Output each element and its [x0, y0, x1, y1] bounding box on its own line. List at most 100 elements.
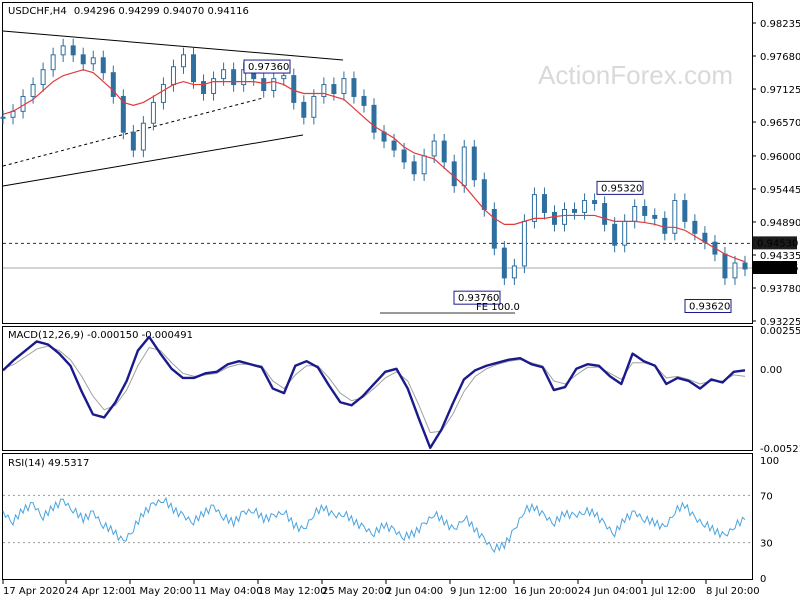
time-tick-label: 18 May 12:00	[258, 586, 327, 597]
price-candle	[521, 220, 527, 267]
price-tag-1	[753, 261, 797, 275]
price-candle	[431, 140, 437, 157]
price-candle	[562, 208, 568, 225]
price-candle	[30, 84, 36, 97]
price-candle	[411, 161, 417, 175]
price-candle	[120, 95, 126, 133]
price-candle	[672, 200, 678, 234]
price-candle	[662, 217, 668, 234]
price-candle	[150, 101, 156, 124]
price-candle	[531, 194, 537, 222]
rsi-title: RSI(14) 49.5317	[8, 458, 89, 469]
price-candle	[541, 194, 547, 213]
annotation-label: 0.95320	[601, 183, 642, 194]
time-tick-label: 25 May 20:00	[322, 586, 391, 597]
price-candle	[471, 146, 477, 181]
time-tick-label: 1 Jul 12:00	[642, 586, 696, 597]
price-panel	[2, 2, 753, 324]
price-candle	[682, 200, 688, 222]
rsi-layer	[2, 494, 752, 554]
price-candle	[401, 149, 407, 163]
price-candle	[642, 205, 648, 216]
price-candle	[461, 146, 467, 187]
price-tick-label: 0.94335	[760, 251, 800, 262]
price-candle	[100, 57, 106, 74]
macd-tick-label: 0.00	[760, 365, 782, 376]
price-candle	[60, 45, 66, 56]
price-candle	[281, 75, 287, 80]
price-candle	[140, 122, 146, 151]
price-candle	[321, 84, 327, 97]
price-candle	[421, 155, 427, 175]
price-candle	[70, 45, 76, 56]
price-candle	[170, 66, 176, 86]
price-tick-label: 0.93780	[760, 284, 800, 295]
rsi-tick-label: 70	[760, 491, 773, 502]
time-tick-label: 9 Jun 12:00	[450, 586, 507, 597]
time-tick-label: 24 Jun 04:00	[578, 586, 642, 597]
price-tick-label: 0.95445	[760, 185, 800, 196]
price-candle	[311, 95, 317, 118]
trendlines	[2, 30, 344, 187]
price-candle	[602, 203, 608, 225]
macd-panel	[2, 326, 753, 451]
price-candle	[451, 161, 457, 187]
label-layer: 0.97360 0.93760 0.95320 0.93620 FE 100.0 0.94…	[243, 59, 798, 314]
macd-layer	[2, 335, 746, 450]
price-candle	[501, 247, 507, 279]
time-tick-label: 1 May 20:00	[130, 586, 192, 597]
price-candle	[391, 140, 397, 151]
price-candle	[130, 131, 136, 151]
price-candle	[110, 72, 116, 97]
price-candle	[90, 57, 96, 65]
price-candle	[331, 84, 337, 94]
price-candle	[50, 54, 56, 71]
price-candle	[160, 84, 166, 103]
price-candle	[80, 54, 86, 65]
rsi-tick-label: 0	[760, 574, 766, 585]
price-candle	[211, 78, 217, 94]
annotation-label: 0.93620	[689, 302, 730, 313]
price-tick-label: 0.98235	[760, 19, 800, 30]
annotation-label: 0.93760	[458, 293, 499, 304]
price-candle	[301, 101, 307, 118]
price-candle	[201, 81, 207, 94]
price-candle	[341, 78, 347, 94]
time-tick-label: 11 May 04:00	[194, 586, 263, 597]
macd-line	[2, 335, 746, 450]
price-candle	[481, 179, 487, 210]
axis-layer: 0.98235 0.97680 0.97125 0.96570 0.96000 0.954…	[2, 19, 800, 597]
macd-tick-label: -0.005212	[760, 444, 800, 455]
rsi-tick-label: 30	[760, 539, 773, 550]
price-candle	[612, 223, 618, 246]
price-candle	[692, 220, 698, 234]
upper-trendline	[2, 30, 344, 61]
price-candle	[582, 200, 588, 213]
price-candle	[652, 214, 658, 219]
price-candle	[371, 104, 377, 133]
price-tag-label: 0.94116	[757, 263, 798, 274]
price-candle	[622, 220, 628, 246]
macd-signal-line	[2, 345, 746, 434]
price-candle	[221, 69, 227, 80]
price-tag-label: 0.94530	[757, 238, 798, 249]
time-tick-label: 2 Jun 04:00	[386, 586, 443, 597]
price-candle	[0, 116, 6, 119]
price-tick-label: 0.97680	[760, 52, 800, 63]
rsi-panel	[2, 453, 753, 580]
chart-title: USDCHF,H4 0.94296 0.94299 0.94070 0.9411…	[8, 6, 249, 17]
annotation-box-1	[453, 290, 501, 305]
price-candle	[351, 78, 357, 97]
price-layer	[0, 38, 752, 314]
price-candle	[592, 200, 598, 205]
time-tick-label: 17 Apr 2020	[3, 586, 65, 597]
price-candle	[361, 95, 367, 106]
price-tick-label: 0.97125	[760, 85, 800, 96]
price-candle	[722, 253, 728, 279]
macd-title: MACD(12,26,9) -0.000150 -0.000491	[8, 330, 193, 341]
annotation-box-2	[596, 180, 644, 195]
time-tick-label: 24 Apr 12:00	[66, 586, 131, 597]
price-candle	[511, 265, 517, 279]
price-candle	[261, 78, 267, 92]
lower-trendline	[2, 134, 304, 187]
